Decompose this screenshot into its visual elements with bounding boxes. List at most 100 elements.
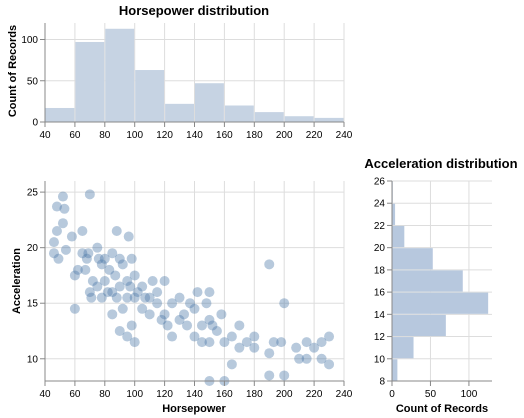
scatter-point [129,270,140,281]
scatter-point [137,303,148,314]
acc-hist-x-tick-label: 50 [425,389,437,400]
acc-hist-bars [392,181,489,381]
scatter-point [77,226,88,236]
scatter-point [140,292,151,303]
scatter-point [66,231,77,242]
scatter-x-tick-label: 80 [99,389,111,400]
scatter-point [249,342,260,353]
scatter-point [182,320,193,331]
hp-hist-bar [45,107,75,122]
acc-hist-y-tick-label: 10 [374,354,386,365]
scatter-point [241,337,252,348]
scatter-point [201,298,212,309]
acc-hist-bar [392,203,396,225]
scatter-point [294,353,305,364]
hp-hist-bar [75,41,105,122]
scatter-point [226,331,237,342]
acc-hist-x-label: Count of Records [396,403,488,415]
hp-hist-title: Horsepower distribution [119,3,269,18]
scatter-point [167,331,178,342]
acc-hist-bar [392,270,463,292]
scatter-point [93,253,104,264]
scatter-point [60,244,71,255]
scatter-point [264,370,275,381]
scatter-point [129,337,140,348]
acc-hist-y-tick-label: 8 [379,377,385,388]
scatter-point [174,292,185,303]
scatter-point [69,303,80,314]
scatter-point [114,326,125,336]
acc-hist-y-tick-label: 18 [374,265,386,276]
scatter-point [189,331,200,342]
scatter-point [216,309,227,320]
scatter-point [69,270,80,281]
hp-hist-x-tick-label: 200 [276,130,293,141]
scatter-point [111,292,122,303]
scatter-point [126,253,137,264]
scatter-point [129,292,140,303]
scatter-point [96,292,107,303]
scatter-point [144,309,155,320]
scatter-point [144,292,155,303]
hp-hist-x-tick-label: 220 [306,130,323,141]
acc-hist-bar [392,225,405,248]
scatter-point [147,276,158,286]
scatter-point [125,281,136,292]
acc-hist-grid [391,180,492,382]
scatter-point [122,276,133,286]
acc-hist-x-tick-label: 0 [389,389,395,400]
scatter-point [234,320,245,331]
scatter-point [122,331,133,342]
scatter-point [117,259,128,270]
acc-hist-bar [392,314,446,337]
scatter-y-tick-label: 25 [27,188,39,199]
scatter-point [268,337,279,348]
scatter-point [107,309,118,320]
scatter-point [234,342,245,353]
acc-hist-y-tick-label: 22 [374,221,386,232]
scatter-point [122,292,133,303]
hp-hist-x-tick-label: 100 [126,130,143,141]
scatter-x-tick-label: 160 [216,389,233,400]
scatter-point [309,342,320,353]
scatter-x-tick-label: 100 [126,389,143,400]
hp-hist-x-tick-label: 140 [186,130,203,141]
hp-hist-x-tick-label: 40 [39,130,51,141]
scatter-y-tick-label: 20 [27,243,39,254]
scatter-point [81,253,92,264]
hp-hist-bars [45,28,344,122]
scatter-point [301,353,312,364]
acc-hist-y-tick-label: 20 [374,243,386,254]
acc-hist-title: Acceleration distribution [364,156,517,171]
scatter-x-label: Horsepower [162,403,226,415]
scatter-point [316,337,327,348]
scatter-point [96,259,107,270]
scatter-point [167,298,178,309]
hp-hist-x-tick-label: 160 [216,130,233,141]
scatter-point [132,287,143,298]
hp-hist-bar [284,116,314,122]
scatter-point [114,281,125,292]
hp-hist-y-tick-label: 100 [21,35,38,46]
scatter-y-tick-label: 10 [27,354,39,365]
scatter-point [204,287,215,298]
hp-hist-bar [195,83,224,122]
hp-hist-bar [165,103,194,122]
hp-hist-y-tick-label: 50 [27,76,39,87]
scatter-point [276,337,287,348]
scatter-point [137,281,148,292]
hp-hist-bar [314,117,344,122]
scatter-point [83,248,94,259]
scatter-point [226,359,237,370]
scatter-point [48,237,59,248]
hp-hist-bar [254,112,284,122]
scatter-point [123,231,134,242]
scatter-point [204,337,215,348]
scatter-point [324,331,335,342]
hp-hist-x-tick-label: 60 [69,130,81,141]
scatter-y-tick-label: 15 [27,299,39,310]
scatter-point [87,276,98,286]
scatter-point [110,270,121,281]
scatter-point [92,281,103,292]
scatter-point [174,314,185,325]
